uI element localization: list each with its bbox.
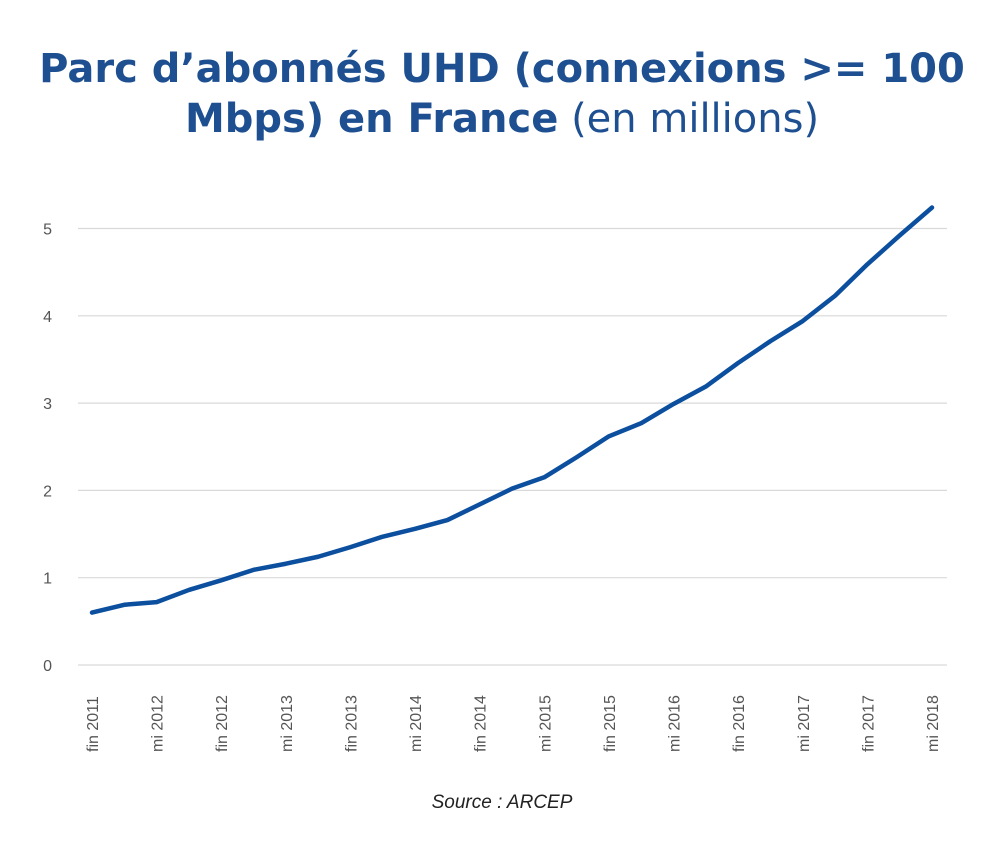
chart-title: Parc d’abonnés UHD (connexions >= 100 Mb… <box>0 44 1004 144</box>
x-tick-label: mi 2016 <box>667 695 684 752</box>
x-tick-label: fin 2011 <box>85 696 102 752</box>
x-tick-label: mi 2013 <box>279 695 296 752</box>
y-tick-label: 5 <box>43 222 52 239</box>
series-line <box>89 205 935 615</box>
x-tick-label: mi 2018 <box>925 695 942 752</box>
x-tick-label: fin 2012 <box>214 695 231 752</box>
y-tick-label: 0 <box>43 658 52 675</box>
y-tick-label: 3 <box>43 396 52 413</box>
y-tick-label: 4 <box>43 309 52 326</box>
x-tick-label: fin 2016 <box>731 695 748 752</box>
source-note: Source : ARCEP <box>431 792 573 813</box>
x-tick-label: fin 2015 <box>602 695 619 752</box>
x-tick-label: mi 2015 <box>537 695 554 752</box>
x-tick-label: fin 2013 <box>343 695 360 752</box>
title-line-2: Mbps) en France <box>184 96 559 142</box>
y-tick-label: 1 <box>43 571 52 588</box>
y-tick-label: 2 <box>43 483 52 500</box>
x-tick-label: mi 2014 <box>408 695 425 752</box>
x-tick-label: mi 2017 <box>796 695 813 752</box>
x-tick-label: mi 2012 <box>150 695 167 752</box>
x-tick-label: fin 2014 <box>473 695 490 752</box>
chart-subtitle: (en millions) <box>571 96 820 142</box>
x-tick-label: fin 2017 <box>860 695 877 752</box>
title-line-1: Parc d’abonnés UHD (connexions >= 100 <box>39 46 965 92</box>
